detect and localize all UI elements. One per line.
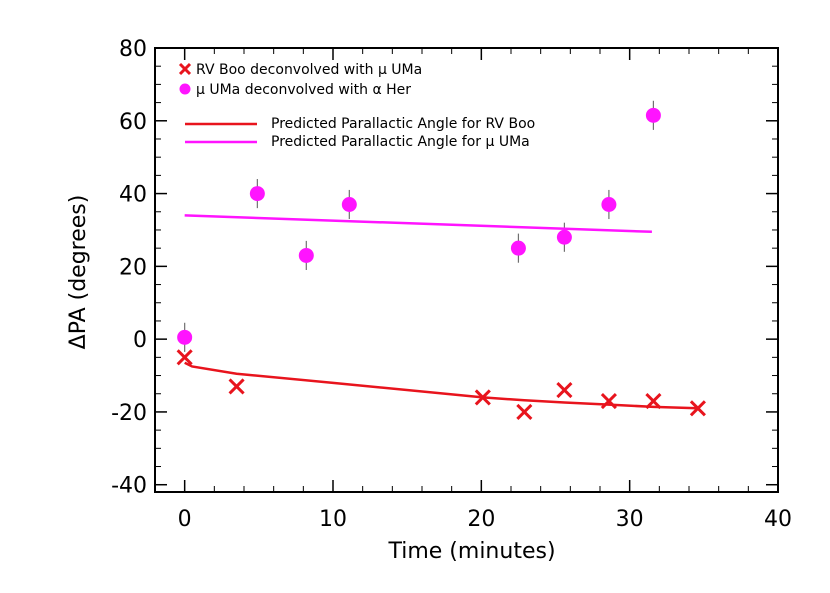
x-tick-label: 40 [764,507,792,532]
x-tick-label: 30 [616,507,644,532]
y-axis-title: ΔPA (degrees) [66,195,91,350]
x-axis-title: Time (minutes) [387,539,555,564]
series-line [184,361,698,410]
x-marker-stroke [228,378,245,395]
series-layer [176,100,706,420]
data-point [516,403,533,420]
legend-label: μ UMa deconvolved with α Her [196,82,411,98]
data-point [601,196,617,212]
axes: 0 10 20 30 40 -40 -20 0 20 40 60 80 [111,37,792,532]
series-line [184,214,652,234]
y-tick-label: 80 [119,37,147,62]
x-marker-stroke [178,62,192,76]
legend-label: Predicted Parallactic Angle for RV Boo [271,116,535,132]
x-marker-stroke [556,382,573,399]
y-tick-label: 20 [119,255,147,280]
data-point [510,240,526,256]
legend-label: Predicted Parallactic Angle for μ UMa [271,134,530,150]
data-point [556,382,573,399]
legend-circle-swatch [179,83,191,95]
x-tick-label: 20 [467,507,495,532]
x-tick-label: 10 [319,507,347,532]
x-marker-stroke [516,403,533,420]
data-point [341,196,357,212]
x-marker-stroke [600,392,617,410]
legend-entry: Predicted Parallactic Angle for RV Boo [185,116,535,132]
legend-entry: μ UMa deconvolved with α Her [179,82,411,98]
legend-entry: Predicted Parallactic Angle for μ UMa [185,134,530,150]
data-point [645,107,661,123]
y-tick-label: 0 [133,328,147,353]
y-tick-label: 40 [119,183,147,208]
x-tick-label: 0 [178,507,192,532]
y-tick-label: -20 [111,401,147,426]
y-tick-label: -40 [111,474,147,499]
data-point [177,329,193,345]
data-point [249,186,265,202]
legend: RV Boo deconvolved with μ UMa μ UMa decon… [178,62,535,150]
data-point [556,229,572,245]
legend-x-swatch [178,62,192,76]
data-point [298,247,314,263]
x-marker-stroke [176,349,193,366]
data-point [176,349,193,366]
legend-label: RV Boo deconvolved with μ UMa [196,62,422,78]
y-tick-label: 60 [119,110,147,135]
plot-frame [154,47,779,493]
data-point [228,378,245,395]
legend-entry: RV Boo deconvolved with μ UMa [178,62,422,78]
